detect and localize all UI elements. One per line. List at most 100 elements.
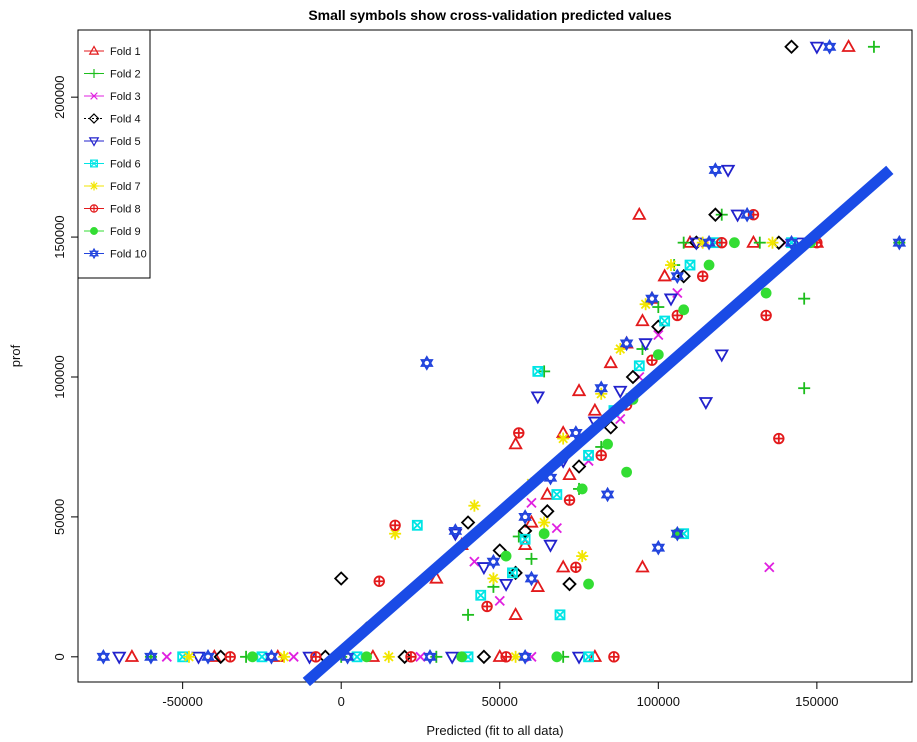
fold-5-point bbox=[698, 397, 714, 411]
fold-3-point bbox=[469, 556, 480, 567]
fold-1-point bbox=[555, 559, 571, 573]
fold-9-point bbox=[500, 550, 512, 562]
fold-5-point bbox=[714, 349, 729, 363]
fold-8-point bbox=[760, 309, 772, 322]
fold-6-point bbox=[475, 589, 487, 601]
fold-1-point bbox=[508, 436, 523, 450]
fold-4-point bbox=[213, 649, 228, 665]
legend-label: Fold 4 bbox=[110, 114, 141, 126]
legend-label: Fold 1 bbox=[110, 46, 141, 58]
y-tick-label: 150000 bbox=[52, 215, 67, 258]
fold-5-point bbox=[191, 651, 206, 665]
x-tick-label: 150000 bbox=[795, 694, 838, 709]
fold-8-point bbox=[697, 270, 709, 282]
fold-8-point bbox=[389, 519, 401, 531]
fold-10-point bbox=[600, 486, 615, 503]
fold-9-point bbox=[703, 259, 715, 271]
fold-4-point bbox=[540, 504, 555, 519]
fold-1-point bbox=[562, 467, 577, 481]
fold-3-point bbox=[764, 562, 775, 573]
fold-8-point bbox=[500, 651, 512, 663]
fold-10-point bbox=[651, 539, 666, 556]
fold-5-point bbox=[543, 539, 558, 553]
fold-10-point bbox=[784, 234, 799, 251]
legend-marker bbox=[90, 159, 98, 168]
legend-label: Fold 6 bbox=[110, 159, 141, 171]
legend-item-fold-1: Fold 1 bbox=[84, 45, 141, 58]
legend-label: Fold 10 bbox=[110, 249, 147, 261]
legend-item-fold-9: Fold 9 bbox=[84, 226, 141, 238]
legend-marker bbox=[88, 45, 100, 55]
fold-7-point bbox=[182, 650, 195, 663]
x-axis-title: Predicted (fit to all data) bbox=[426, 723, 563, 738]
fold-7-point bbox=[766, 236, 779, 249]
fold-4-point bbox=[476, 649, 492, 665]
fold-6-point bbox=[519, 533, 531, 545]
legend-item-fold-8: Fold 8 bbox=[84, 204, 141, 216]
fold-3-point bbox=[161, 651, 172, 662]
fold-2-point bbox=[798, 382, 811, 395]
fold-7-point bbox=[382, 650, 395, 663]
fold-10-point bbox=[486, 553, 501, 570]
legend-label: Fold 7 bbox=[110, 181, 141, 193]
legend-item-fold-3: Fold 3 bbox=[84, 91, 141, 103]
legend-marker bbox=[90, 227, 98, 235]
x-tick-label: 0 bbox=[338, 694, 345, 709]
fold-9-point bbox=[652, 349, 664, 361]
fold-4-point bbox=[571, 459, 587, 474]
fold-1-point bbox=[632, 206, 647, 220]
fold-1-point bbox=[124, 648, 140, 662]
legend: Fold 1 Fold 2 Fold 3 Fold 4 Fold 5 Fold 6 Fold… bbox=[77, 29, 151, 279]
y-tick-label: 200000 bbox=[52, 75, 67, 118]
fold-4-point bbox=[676, 268, 691, 284]
legend-label: Fold 3 bbox=[110, 91, 141, 103]
fold-6-point bbox=[684, 259, 696, 271]
fold-9-point bbox=[602, 438, 613, 450]
fold-2-point bbox=[753, 236, 766, 249]
fold-2-point bbox=[677, 236, 690, 249]
fold-4-point bbox=[625, 369, 641, 385]
fold-8-point bbox=[405, 651, 417, 663]
fold-7-point bbox=[468, 499, 481, 512]
fold-2-point bbox=[867, 40, 880, 53]
fold-8-point bbox=[646, 354, 658, 366]
legend-item-fold-2: Fold 2 bbox=[84, 69, 141, 81]
fold-1-point bbox=[587, 402, 603, 416]
fit-line-layer bbox=[302, 165, 894, 687]
fold-9-point bbox=[551, 651, 563, 663]
fold-3-point bbox=[672, 287, 683, 299]
fold-7-point bbox=[576, 550, 589, 563]
fold-1-point bbox=[603, 355, 618, 369]
legend-label: Fold 8 bbox=[110, 204, 141, 216]
fold-10-point bbox=[822, 38, 837, 55]
fold-6-point bbox=[507, 567, 518, 579]
fold-4-point bbox=[562, 576, 577, 592]
fold-8-point bbox=[310, 651, 322, 663]
fold-6-point bbox=[554, 609, 566, 621]
fold-1-point bbox=[571, 383, 587, 397]
legend-item-fold-5: Fold 5 bbox=[84, 136, 141, 148]
fold-9-point bbox=[729, 237, 740, 249]
fold-3-point bbox=[288, 651, 299, 662]
fold-5-point bbox=[720, 164, 736, 178]
fold-4-point bbox=[460, 515, 476, 530]
legend-item-fold-10: Fold 10 bbox=[84, 247, 147, 261]
x-tick-label: 100000 bbox=[637, 694, 680, 709]
fold-7-point bbox=[487, 572, 500, 585]
fold-6-point bbox=[633, 360, 645, 372]
fold-10-point bbox=[264, 649, 279, 665]
fold-1-point bbox=[635, 559, 650, 573]
y-tick-label: 50000 bbox=[52, 499, 67, 535]
fold-1-point bbox=[540, 486, 555, 500]
fold-5-point bbox=[302, 651, 317, 665]
fold-10-point bbox=[518, 509, 532, 525]
legend-item-fold-4: Fold 4 bbox=[84, 113, 141, 126]
fold-10-point bbox=[96, 649, 111, 665]
fold-2-point bbox=[538, 365, 551, 378]
fold-9-point bbox=[538, 528, 550, 540]
fold-10-point bbox=[420, 355, 434, 371]
fold-9-point bbox=[678, 304, 690, 316]
fold-5-point bbox=[571, 651, 587, 665]
fit-line bbox=[302, 165, 894, 687]
